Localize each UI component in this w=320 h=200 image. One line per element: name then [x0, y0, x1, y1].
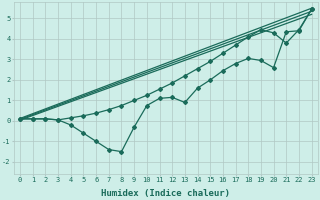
X-axis label: Humidex (Indice chaleur): Humidex (Indice chaleur)	[101, 189, 230, 198]
